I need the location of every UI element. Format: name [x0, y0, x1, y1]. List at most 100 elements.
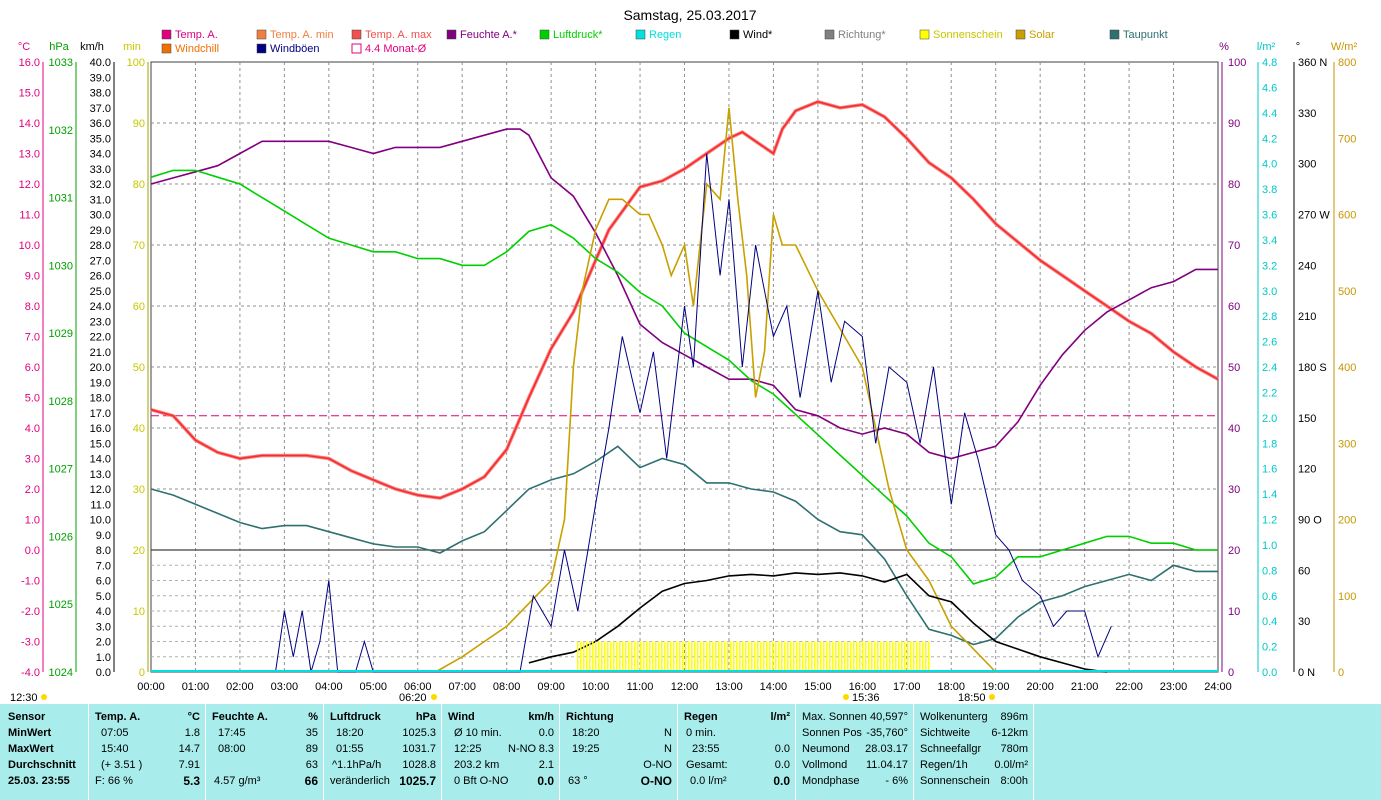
axis-tick-label: 20.0 [90, 362, 111, 374]
axis-tick-label: 0 [139, 667, 145, 679]
pressure-forecast: veränderlich [330, 775, 390, 787]
axis-tick-label: 3.8 [1262, 184, 1277, 196]
axis-tick-label: 400 [1338, 362, 1356, 374]
axis-tick-label: 15.0 [90, 438, 111, 450]
pressure-min-time: 18:20 [336, 727, 364, 739]
legend-label: Windchill [175, 43, 219, 55]
axis-tick-label: 0.0 [96, 667, 111, 679]
x-tick-label: 15:00 [804, 681, 832, 693]
table-empty-area [1033, 704, 1381, 800]
rain-header: Regen [684, 711, 718, 723]
pressure-header: Luftdruck [330, 711, 381, 723]
pressure-avg-value: 1028.8 [402, 759, 436, 771]
row-label-max: MaxWert [8, 743, 54, 755]
axis-tick-label: 6.0 [96, 576, 111, 588]
axis-tick-label: 0.8 [1262, 565, 1277, 577]
axis-tick-label: 26.0 [90, 271, 111, 283]
time-marks: 12:30 06:20 15:36 18:50 [10, 692, 995, 704]
axis-tick-label: 2.0 [96, 637, 111, 649]
direction-current-value: O-NO [640, 774, 672, 788]
pressure-max-value: 1031.7 [402, 743, 436, 755]
series-temp-a [150, 100, 1219, 499]
astro-value-2: -35,760° [866, 727, 908, 739]
noon-label: 15:36 [852, 692, 880, 704]
axis-tick-label: 2.8 [1262, 311, 1277, 323]
grid [150, 61, 1219, 673]
axis-tick-label: 1.4 [1262, 489, 1277, 501]
axis-tick-label: 0 [1228, 667, 1234, 679]
axis-tick-label: 8.0 [96, 545, 111, 557]
x-tick-label: 06:00 [404, 681, 432, 693]
axis-tick-label: 100 [1338, 591, 1356, 603]
axis-tick-label: 3.0 [96, 621, 111, 633]
axis-tick-label: 1026 [49, 531, 73, 543]
axis-tick-label: 40 [1228, 423, 1240, 435]
temp-avg-value: 7.91 [178, 759, 200, 771]
axis-tick-label: 15.0 [19, 88, 40, 100]
humidity-max-time: 08:00 [218, 743, 246, 755]
x-tick-label: 04:00 [315, 681, 343, 693]
legend-swatch [635, 29, 646, 40]
axis-tick-label: 14.0 [19, 118, 40, 130]
x-tick-label: 23:00 [1160, 681, 1188, 693]
noon-icon [843, 694, 849, 700]
direction-max-value: N [664, 743, 672, 755]
pressure-min-value: 1025.3 [402, 727, 436, 739]
axis-tick-label: 80 [133, 179, 145, 191]
axis-unit-label: W/m² [1331, 41, 1358, 53]
axis-tick-label: 1.6 [1262, 464, 1277, 476]
x-tick-label: 20:00 [1026, 681, 1054, 693]
axis-tick-label: 100 [127, 57, 145, 69]
wind-header: Wind [448, 711, 475, 723]
series-solar [435, 107, 997, 673]
astro-label-1: Max. Sonnen [802, 711, 867, 723]
legend-label: Taupunkt [1123, 29, 1168, 41]
axis-tick-label: 24.0 [90, 301, 111, 313]
axis-tick-label: 31.0 [90, 194, 111, 206]
axis-tick-label: 29.0 [90, 225, 111, 237]
misc-value-4: 0.0l/m² [994, 759, 1028, 771]
axis-tick-label: 50 [133, 362, 145, 374]
series-layer [150, 99, 1219, 673]
axis-tick-label: 0.6 [1262, 591, 1277, 603]
axis-tick-label: 40.0 [90, 57, 111, 69]
legend-label: 4.4 Monat-Ø [365, 43, 427, 55]
legend-label: Wind* [743, 29, 773, 41]
axis-tick-label: 240 [1298, 260, 1316, 272]
astro-label-5: Mondphase [802, 775, 860, 787]
legend-label: Temp. A. min [270, 29, 334, 41]
legend-label: Temp. A. max [365, 29, 432, 41]
x-tick-label: 07:00 [448, 681, 476, 693]
sunrise-label: 06:20 [399, 692, 427, 704]
legend-swatch [351, 29, 362, 40]
rain-current-value: 0.0 [773, 774, 790, 788]
humidity-column: Feuchte A. % 17:45 35 08:00 89 63 4.57 g… [205, 704, 324, 800]
temp-avg-diff: (+ 3.51 ) [101, 759, 143, 771]
temp-header: Temp. A. [95, 711, 141, 723]
right-axes: 0 10 20 30 40 50 60 70 80 90 100 0.0 0.2 0.4 0.6 0.8 1.0… [1221, 57, 1356, 679]
axis-tick-label: 28.0 [90, 240, 111, 252]
legend-swatch [161, 43, 172, 54]
left-axes: -4.0 -3.0 -2.0 -1.0 0.0 1.0 2.0 3.0 4.0 5.0 6.0 7.0… [19, 57, 149, 679]
x-axis: 00:00 01:00 02:00 03:00 04:00 05:00 06:00 07:00… [137, 681, 1232, 693]
axis-tick-label: 0.0 [25, 545, 40, 557]
axis-tick-label: 25.0 [90, 286, 111, 298]
axis-tick-label: 21.0 [90, 347, 111, 359]
row-label-min: MinWert [8, 727, 52, 739]
misc-label-3: Schneefallgr [920, 743, 982, 755]
axis-tick-label: 2.0 [25, 484, 40, 496]
pressure-max-time: 01:55 [336, 743, 364, 755]
axis-tick-label: 10.0 [90, 515, 111, 527]
start-time-label: 12:30 [10, 692, 38, 704]
axis-tick-label: 10.0 [19, 240, 40, 252]
axis-tick-label: 0.4 [1262, 616, 1277, 628]
axis-tick-label: 330 [1298, 108, 1316, 120]
axis-tick-label: 11.0 [19, 210, 40, 222]
axis-tick-label: 270 W [1298, 210, 1330, 222]
rain-max-value: 0.0 [774, 743, 790, 755]
pressure-unit: hPa [415, 711, 436, 723]
pressure-trend: ^1.1hPa/h [332, 759, 382, 771]
x-tick-label: 05:00 [360, 681, 388, 693]
x-tick-label: 19:00 [982, 681, 1010, 693]
axis-tick-label: -1.0 [21, 576, 40, 588]
